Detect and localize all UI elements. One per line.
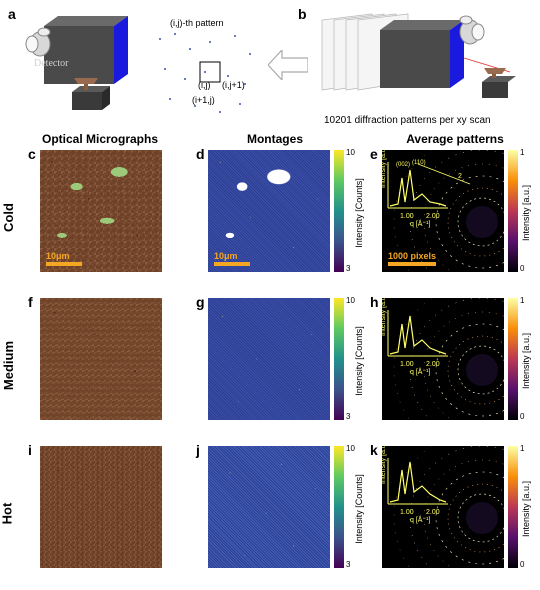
schematic-a: [14, 14, 144, 124]
cbar-min-j: 3: [346, 560, 350, 569]
panel-label-b: b: [298, 6, 307, 22]
svg-text:2.00: 2.00: [426, 213, 440, 220]
pattern-medium: 1.00 2.00 q [Å⁻¹] Intensity [a.u.]: [382, 298, 504, 420]
panel-label-e: e: [370, 146, 378, 162]
svg-text:1.00: 1.00: [400, 361, 414, 368]
col-header-optical: Optical Micrographs: [40, 132, 160, 146]
grid-below: (i+1,j): [192, 95, 215, 105]
scalebar-text-pattern-cold: 1000 pixels: [388, 251, 436, 261]
cbar-label-k: Intensity [a.u.]: [521, 481, 531, 537]
cbar-min-h: 0: [520, 412, 524, 421]
row-label-cold: Cold: [1, 203, 16, 232]
colorbar-montage-med: [334, 298, 344, 420]
optical-hot: [40, 446, 162, 568]
cbar-label-g: Intensity [Counts]: [354, 326, 364, 396]
cbar-min-k: 0: [520, 560, 524, 569]
schematic-b: [310, 12, 520, 130]
svg-text:2.00: 2.00: [426, 509, 440, 516]
svg-text:2: 2: [458, 173, 462, 180]
montage-cold: 10μm: [208, 150, 330, 272]
schematic-grid: [150, 24, 270, 124]
svg-text:1.00: 1.00: [400, 509, 414, 516]
svg-text:(002): (002): [396, 162, 410, 168]
pattern-cold: 1.00 2.00 q [Å⁻¹] Intensity [a.u.] (002)…: [382, 150, 504, 272]
arrow-outline-icon: [268, 50, 308, 80]
optical-cold: 10μm: [40, 150, 162, 272]
svg-text:2.00: 2.00: [426, 361, 440, 368]
optical-medium: [40, 298, 162, 420]
colorbar-pattern-med: [508, 298, 518, 420]
cbar-max-h: 1: [520, 296, 524, 305]
scalebar-optical-cold: [46, 262, 82, 266]
cbar-min-d: 3: [346, 264, 350, 273]
svg-text:(110): (110): [412, 160, 426, 166]
diffraction-rings-hot: 1.00 2.00 q [Å⁻¹] Intensity [a.u.]: [382, 446, 504, 568]
caption-b: 10201 diffraction patterns per xy scan: [324, 115, 491, 126]
cbar-label-d: Intensity [Counts]: [354, 178, 364, 248]
colorbar-montage-hot: [334, 446, 344, 568]
svg-text:Intensity [a.u.]: Intensity [a.u.]: [382, 298, 387, 336]
panel-label-i: i: [28, 442, 32, 458]
cbar-max-e: 1: [520, 148, 524, 157]
svg-text:Intensity [a.u.]: Intensity [a.u.]: [382, 150, 387, 188]
colorbar-pattern-hot: [508, 446, 518, 568]
scalebar-pattern-cold: [388, 262, 436, 266]
panel-label-f: f: [28, 294, 33, 310]
pattern-hot: 1.00 2.00 q [Å⁻¹] Intensity [a.u.]: [382, 446, 504, 568]
svg-text:q [Å⁻¹]: q [Å⁻¹]: [410, 367, 430, 376]
svg-text:q [Å⁻¹]: q [Å⁻¹]: [410, 219, 430, 228]
svg-text:Intensity [a.u.]: Intensity [a.u.]: [382, 446, 387, 484]
cbar-max-j: 10: [346, 444, 355, 453]
cbar-max-k: 1: [520, 444, 524, 453]
cbar-max-g: 10: [346, 296, 355, 305]
cbar-label-e: Intensity [a.u.]: [521, 185, 531, 241]
scalebar-text-optical-cold: 10μm: [46, 251, 70, 261]
svg-text:q [Å⁻¹]: q [Å⁻¹]: [410, 515, 430, 524]
montage-medium: [208, 298, 330, 420]
panel-label-g: g: [196, 294, 205, 310]
detector-label-a: Detector: [34, 58, 68, 69]
scalebar-montage-cold: [214, 262, 250, 266]
figure-root: a b Detector (i,j)-th pattern (i,j) (i,j…: [0, 0, 540, 590]
panel-label-d: d: [196, 146, 205, 162]
panel-label-h: h: [370, 294, 379, 310]
panel-label-k: k: [370, 442, 378, 458]
cbar-min-g: 3: [346, 412, 350, 421]
row-label-hot: Hot: [0, 503, 14, 525]
colorbar-pattern-cold: [508, 150, 518, 272]
row-label-medium: Medium: [1, 341, 16, 390]
cbar-max-d: 10: [346, 148, 355, 157]
cbar-label-j: Intensity [Counts]: [354, 474, 364, 544]
grid-center: (i,j): [198, 80, 211, 90]
panel-label-j: j: [196, 442, 200, 458]
scalebar-text-montage-cold: 10μm: [214, 251, 238, 261]
panel-label-c: c: [28, 146, 36, 162]
montage-hot: [208, 446, 330, 568]
svg-text:1.00: 1.00: [400, 213, 414, 220]
col-header-patterns: Average patterns: [395, 132, 515, 146]
col-header-montages: Montages: [225, 132, 325, 146]
cbar-label-h: Intensity [a.u.]: [521, 333, 531, 389]
diffraction-rings-med: 1.00 2.00 q [Å⁻¹] Intensity [a.u.]: [382, 298, 504, 420]
grid-right: (i,j+1): [222, 80, 245, 90]
cbar-min-e: 0: [520, 264, 524, 273]
colorbar-montage-cold: [334, 150, 344, 272]
